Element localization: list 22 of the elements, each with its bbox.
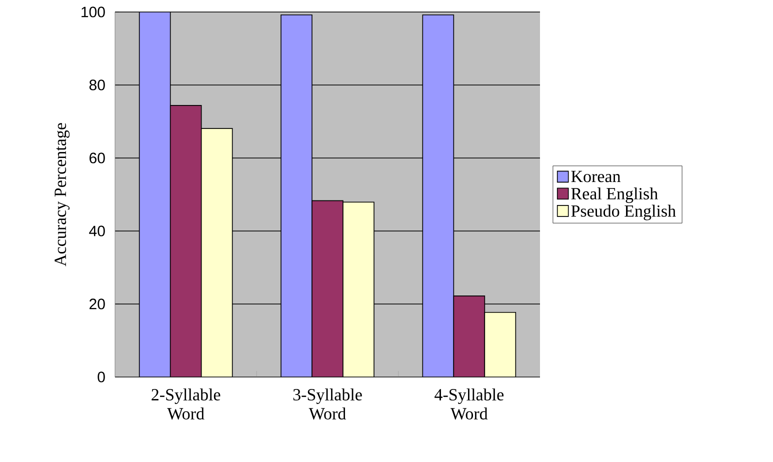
y-tick-label: 20 — [90, 298, 105, 310]
bar — [280, 14, 312, 377]
x-tick-label: 2-Syllable Word — [152, 388, 220, 420]
bar — [170, 105, 202, 377]
bar — [422, 14, 454, 377]
y-tick-label: 80 — [89, 80, 105, 90]
x-tick-label: 3-Syllable Word — [293, 388, 362, 420]
y-tick-label: 60 — [90, 152, 105, 164]
bar — [453, 296, 486, 377]
y-tick-label: 40 — [89, 226, 105, 236]
bar — [484, 312, 516, 377]
bar — [200, 128, 233, 377]
legend-label: Pseudo English — [571, 204, 676, 220]
y-tick-label: 0 — [98, 372, 105, 382]
y-axis-title: Accuracy Percentage — [54, 123, 70, 266]
x-tick-label: 4-Syllable Word — [434, 388, 504, 420]
bar — [312, 200, 344, 377]
legend-label: Korean — [571, 170, 621, 182]
legend-label: Real English — [571, 188, 658, 203]
bar — [342, 202, 374, 377]
bar — [138, 12, 171, 377]
y-tick-label: 100 — [82, 6, 105, 18]
